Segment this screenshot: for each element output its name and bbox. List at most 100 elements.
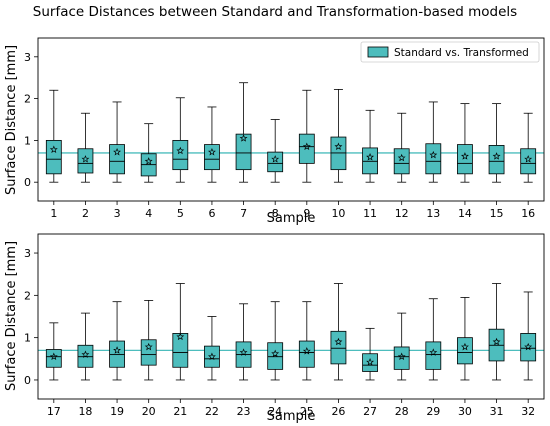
box-iqr [267,342,284,370]
mean-marker [81,350,90,358]
box-sample-26 [330,283,347,381]
mean-marker [176,332,185,341]
mean-marker [429,150,438,159]
mean-marker [144,342,153,351]
plot-frame [37,233,545,400]
mean-marker [366,358,375,366]
mean-marker [334,337,343,346]
box-sample-32 [520,291,537,381]
mean-marker [113,346,122,354]
x-tick-label: 9 [303,207,310,220]
x-tick-label: 13 [426,207,440,220]
box-sample-20 [140,300,157,381]
x-tick-label: 21 [173,405,187,418]
mean-marker [460,152,469,160]
x-axis-label: Sample [267,211,316,226]
box-iqr [330,330,347,365]
x-tick-label: 12 [395,207,409,220]
box-sample-24 [267,301,284,381]
box-iqr [298,133,315,164]
mean-marker [271,155,280,163]
x-tick-label: 6 [208,207,215,220]
legend-box [360,41,540,63]
x-tick-label: 14 [458,207,472,220]
box-sample-16 [520,112,537,183]
x-tick-label: 7 [240,207,247,220]
y-tick-label: 3 [24,247,31,260]
box-sample-9 [298,89,315,183]
mean-marker [207,352,216,361]
mean-marker [81,155,90,163]
x-tick-label: 4 [145,207,152,220]
box-sample-25 [298,301,315,381]
x-tick-label: 25 [300,405,314,418]
x-tick-label: 2 [82,207,89,220]
mean-marker [302,142,311,151]
box-sample-1 [45,89,62,183]
mean-marker [207,147,216,156]
x-tick-label: 20 [142,405,156,418]
x-tick-label: 8 [272,207,279,220]
mean-marker [397,153,406,162]
y-tick-label: 3 [24,51,31,64]
box-sample-30 [457,297,473,381]
y-tick-label: 0 [24,374,31,387]
legend-label: Standard vs. Transformed [394,47,529,59]
mean-marker [460,342,469,351]
legend-swatch [367,46,389,58]
box-sample-10 [330,89,347,183]
y-tick-label: 2 [24,93,31,106]
box-sample-2 [77,112,94,183]
box-iqr [204,345,220,368]
box-sample-22 [204,316,220,381]
box-iqr [488,145,505,175]
mean-marker [366,152,375,161]
box-iqr [520,148,537,175]
mean-marker [334,142,343,151]
box-sample-28 [393,312,410,381]
x-axis-label: Sample [267,409,316,424]
box-iqr [45,139,62,175]
box-sample-11 [362,109,378,183]
box-iqr [457,144,473,175]
box-iqr [520,333,537,362]
x-tick-label: 22 [205,405,219,418]
x-tick-label: 31 [490,405,504,418]
box-sample-6 [204,106,220,183]
box-sample-5 [172,97,189,183]
box-iqr [267,151,284,173]
x-tick-label: 16 [521,207,535,220]
x-tick-label: 11 [363,207,377,220]
box-sample-8 [267,119,284,183]
box-iqr [425,143,442,175]
box-iqr [298,340,315,368]
x-tick-label: 17 [47,405,61,418]
box-sample-12 [393,112,410,183]
x-tick-label: 18 [78,405,92,418]
box-sample-21 [172,283,189,381]
x-tick-label: 10 [331,207,345,220]
box-sample-31 [488,283,505,381]
x-tick-label: 30 [458,405,472,418]
box-sample-27 [362,327,378,381]
box-sample-4 [140,123,157,183]
x-tick-label: 24 [268,405,282,418]
mean-marker [239,348,248,356]
box-iqr [109,144,125,175]
chart-title: Surface Distances between Standard and T… [32,4,518,20]
box-sample-13 [425,101,442,183]
y-axis-label: Surface Distance [mm] [4,45,19,195]
y-tick-label: 2 [24,289,31,302]
box-sample-18 [77,312,94,381]
mean-marker [271,349,280,358]
mean-marker [239,134,248,142]
x-tick-label: 27 [363,405,377,418]
x-tick-label: 5 [177,207,184,220]
mean-marker [302,347,311,355]
box-iqr [425,341,442,370]
mean-marker [49,145,58,153]
mean-marker [49,352,58,361]
